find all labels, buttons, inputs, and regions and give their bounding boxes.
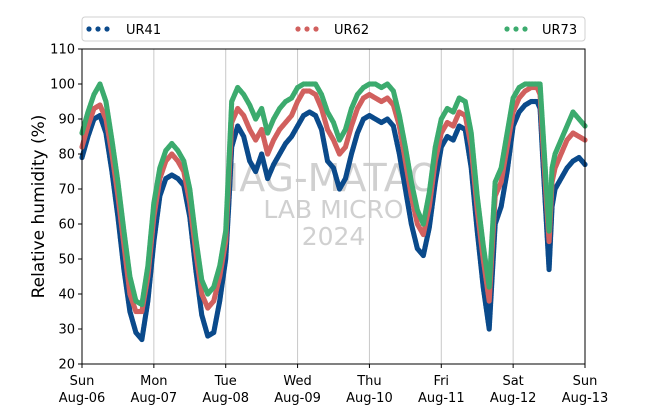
series-ur73	[79, 81, 588, 308]
legend-label: UR41	[126, 23, 161, 38]
y-tick-label: 100	[50, 78, 75, 93]
axes-frame	[81, 48, 586, 365]
legend-marker	[522, 26, 528, 32]
x-tick-date-label: Aug-13	[562, 391, 609, 406]
legend: UR41 UR62 UR73	[81, 16, 586, 42]
legend-marker	[104, 26, 110, 32]
x-tick-day-label: Tue	[214, 374, 237, 389]
legend-marker	[86, 26, 92, 32]
legend-marker	[304, 26, 310, 32]
legend-label: UR62	[334, 23, 369, 38]
x-tick-date-label: Aug-09	[274, 391, 321, 406]
x-tick-day-label: Sun	[70, 374, 95, 389]
legend-item-ur62: UR62	[295, 23, 369, 38]
x-tick-day-label: Fri	[434, 374, 450, 389]
y-tick-label: 70	[58, 183, 75, 198]
y-tick-label: 50	[58, 253, 75, 268]
legend-item-ur41: UR41	[86, 23, 161, 38]
y-tick-label: 30	[58, 323, 75, 338]
watermark-line-3: 2024	[302, 222, 366, 251]
legend-item-ur73: UR73	[504, 23, 577, 38]
y-tick-label: 110	[50, 43, 75, 58]
legend-marker	[295, 26, 301, 32]
x-tick-day-label: Sun	[573, 374, 598, 389]
x-tick-date-label: Aug-08	[202, 391, 249, 406]
x-tick-date-label: Aug-06	[59, 391, 106, 406]
legend-marker	[95, 26, 101, 32]
plot-area: IAG-MATAO LAB MICRO 2024	[79, 48, 588, 365]
y-axis-label: Relative humidity (%)	[29, 115, 49, 299]
x-tick-day-label: Thu	[356, 374, 381, 389]
legend-marker	[313, 26, 319, 32]
x-tick-date-label: Aug-10	[346, 391, 393, 406]
x-tick-date-label: Aug-07	[131, 391, 178, 406]
legend-box	[81, 16, 586, 42]
y-tick-label: 90	[58, 113, 75, 128]
y-tick-label: 80	[58, 148, 75, 163]
legend-marker	[513, 26, 519, 32]
x-tick-day-label: Sat	[502, 374, 523, 389]
legend-marker	[504, 26, 510, 32]
x-tick-date-label: Aug-11	[418, 391, 465, 406]
x-tick-day-label: Mon	[140, 374, 167, 389]
legend-label: UR73	[542, 23, 577, 38]
x-tick-date-label: Aug-12	[490, 391, 537, 406]
watermark-line-2: LAB MICRO	[263, 195, 403, 224]
y-axis: 20 30 40 50 60 70 80 90 100 110	[50, 43, 82, 373]
x-tick-day-label: Wed	[283, 374, 311, 389]
y-tick-label: 40	[58, 288, 75, 303]
series-layer	[79, 81, 588, 343]
y-tick-label: 20	[58, 358, 75, 373]
x-axis: Sun Aug-06 Mon Aug-07 Tue Aug-08 Wed Aug-09 Thu A…	[59, 364, 609, 406]
y-tick-label: 60	[58, 218, 75, 233]
